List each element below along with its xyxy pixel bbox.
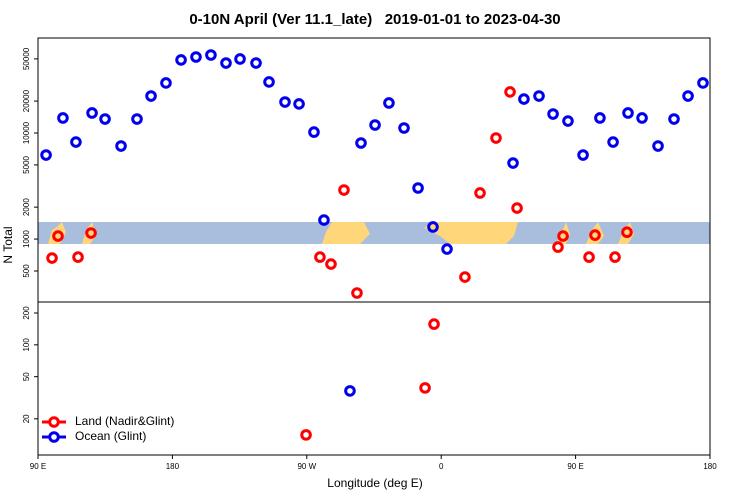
y-tick-label: 2000 [22, 198, 31, 216]
point [293, 98, 305, 110]
chart-title: 0-10N April (Ver 11.1_late) 2019-01-01 t… [189, 11, 560, 28]
point [609, 251, 621, 263]
y-tick-label: 100 [22, 338, 31, 352]
x-tick-label: 90 W [297, 462, 316, 471]
point [205, 49, 217, 61]
point [511, 202, 523, 214]
point [40, 149, 52, 161]
point [46, 252, 58, 264]
x-tick-label: 90 E [567, 462, 583, 471]
point [383, 97, 395, 109]
point [583, 251, 595, 263]
legend-label: Ocean (Glint) [75, 429, 146, 443]
map-land [322, 222, 370, 244]
point [552, 241, 564, 253]
map-ocean [38, 222, 710, 244]
point [160, 77, 172, 89]
x-tick-label: 0 [439, 462, 444, 471]
point [668, 113, 680, 125]
point [621, 226, 633, 239]
y-tick-label: 500 [22, 264, 31, 278]
point [86, 107, 98, 119]
legend-label: Land (Nadir&Glint) [75, 414, 174, 428]
point [636, 112, 648, 124]
point [697, 77, 709, 89]
point [131, 113, 143, 125]
y-axis-label: N Total [1, 226, 15, 263]
y-tick-label: 50000 [22, 47, 31, 70]
point [300, 429, 312, 441]
point [557, 230, 569, 242]
point [504, 86, 516, 98]
point [622, 107, 634, 119]
point [344, 385, 356, 397]
point [589, 229, 601, 241]
point [428, 318, 440, 330]
map-land [424, 222, 518, 244]
point [234, 53, 246, 65]
point [412, 182, 424, 194]
y-tick-label: 20 [22, 414, 31, 423]
point [279, 96, 291, 108]
point [308, 126, 320, 138]
point [682, 90, 694, 102]
point [547, 108, 559, 120]
y-tick-label: 1000 [22, 230, 31, 248]
point [518, 93, 530, 105]
point [533, 90, 545, 102]
point [57, 112, 69, 124]
point [325, 258, 337, 270]
plot-frame [37, 37, 711, 303]
point [369, 119, 381, 131]
point [314, 251, 326, 263]
point [419, 382, 431, 394]
point [427, 221, 439, 233]
x-tick-label: 180 [703, 462, 717, 471]
point [351, 287, 363, 299]
point [99, 113, 111, 125]
y-tick-label: 5000 [22, 155, 31, 173]
point [594, 112, 606, 124]
map-band [38, 222, 710, 244]
point [355, 137, 367, 149]
point [85, 227, 97, 239]
point [70, 136, 82, 148]
point [115, 140, 127, 152]
legend-marker [48, 431, 60, 443]
point [318, 214, 330, 226]
plot-frame [37, 301, 711, 456]
point [577, 149, 589, 161]
point [441, 243, 453, 255]
point [220, 57, 232, 69]
point [175, 54, 187, 66]
y-tick-label: 200 [22, 306, 31, 320]
point [250, 57, 262, 69]
map-land [556, 222, 634, 244]
point [474, 187, 486, 199]
point [562, 115, 574, 127]
point [338, 184, 350, 196]
point [652, 140, 664, 152]
point [263, 76, 275, 88]
y-tick-label: 50 [22, 372, 31, 381]
point [190, 51, 202, 63]
x-tick-label: 180 [166, 462, 180, 471]
y-tick-label: 20000 [22, 89, 31, 112]
point [459, 271, 471, 283]
point [490, 132, 502, 144]
point [72, 251, 84, 263]
point [52, 230, 64, 242]
point [398, 122, 410, 134]
x-tick-label: 90 E [30, 462, 46, 471]
point [507, 157, 519, 169]
point [145, 90, 157, 102]
y-tick-label: 10000 [22, 121, 31, 144]
legend-marker [48, 416, 60, 428]
point [607, 136, 619, 148]
x-axis-label: Longitude (deg E) [327, 476, 422, 490]
